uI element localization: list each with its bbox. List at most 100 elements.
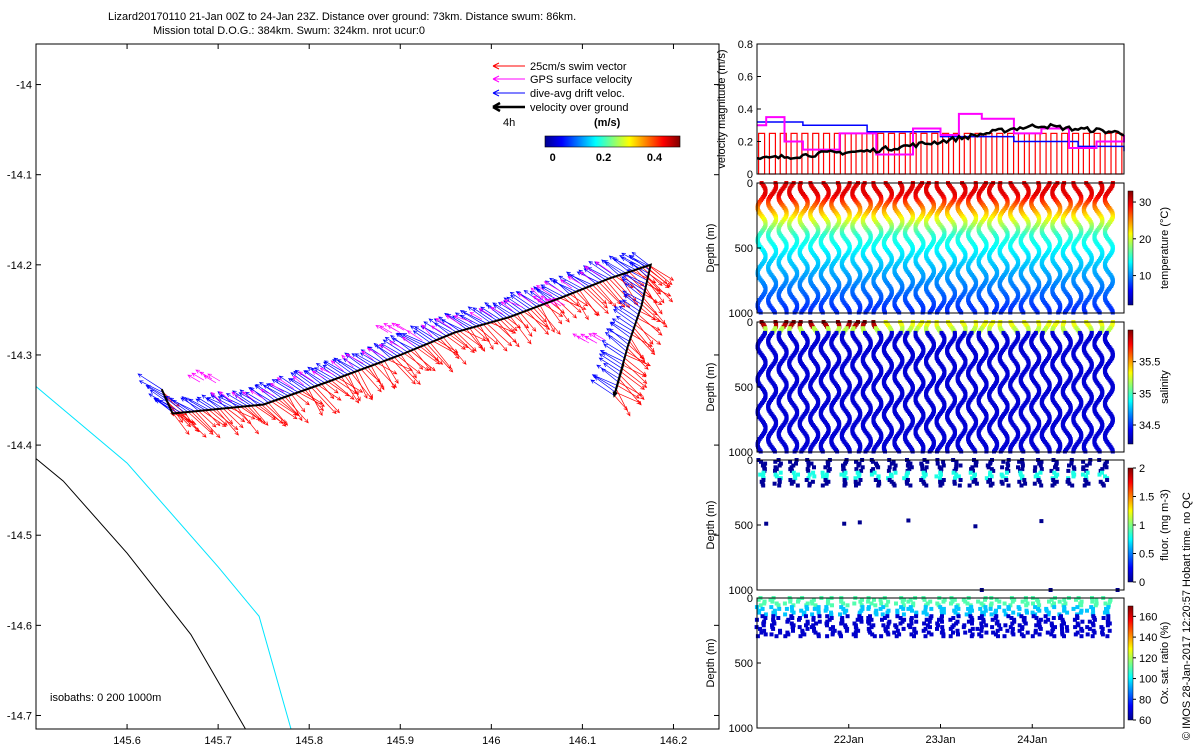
swim-vector-arrow: [191, 411, 214, 433]
legend-gps-label: GPS surface velocity: [530, 74, 633, 86]
swim-vector-arrow: [510, 316, 532, 345]
swim-vector-arrow: [483, 324, 508, 352]
gps-velocity-arrow: [241, 391, 254, 401]
temperature-ytick-label: 1000: [729, 308, 753, 320]
swim-vector-arrow: [271, 401, 298, 420]
map-xtick-label: 145.9: [387, 735, 415, 747]
header-line-1: Lizard20170110 21-Jan 00Z to 24-Jan 23Z.…: [108, 11, 577, 23]
drift-vector-arrow: [591, 374, 617, 390]
temperature-colorbar-tick-label: 10: [1139, 271, 1151, 283]
drift-vector-arrow: [492, 302, 514, 316]
swim-vector-arrow: [380, 361, 395, 390]
swim-vector-arrow: [236, 406, 260, 435]
velocity-ytick-label: 0.8: [738, 39, 753, 51]
drift-vector-arrow: [294, 369, 319, 386]
swim-vector-arrow: [569, 293, 589, 307]
swim-vector-arrow: [184, 412, 199, 433]
swim-vector-arrow: [539, 305, 555, 333]
temperature-colorbar-tick-label: 30: [1139, 197, 1151, 209]
swim-speed-bar: [985, 132, 993, 175]
gps-velocity-arrow: [292, 375, 304, 386]
legend-drift-label: dive-avg drift veloc.: [530, 88, 625, 100]
velocity-ytick-label: 0.4: [738, 104, 753, 116]
swim-speed-bar: [790, 132, 798, 175]
map-xtick-label: 146: [482, 735, 500, 747]
drift-vector-arrow: [618, 300, 639, 315]
gps-velocity-arrow: [345, 353, 364, 364]
drift-vector-arrow: [598, 357, 621, 372]
legend-swim-head: [492, 62, 500, 70]
swim-vector-arrow: [639, 310, 662, 322]
drift-vector-arrow: [628, 254, 650, 271]
swim-vector-arrow: [198, 410, 217, 428]
velocity-ytick-label: 0.2: [738, 137, 753, 149]
swim-vector-arrow: [314, 386, 340, 414]
map-xtick-label: 145.8: [295, 735, 323, 747]
drift-vector-arrow: [630, 262, 649, 278]
swim-vector-arrow: [357, 370, 373, 399]
swim-vector-arrow: [476, 326, 499, 345]
speed-colorbar-tick-label: 0.2: [596, 152, 611, 164]
swim-vector-arrow: [222, 408, 244, 429]
gps-velocity-arrow: [594, 261, 612, 273]
swim-vector-arrow: [615, 391, 642, 404]
swim-vector-arrow: [622, 364, 647, 378]
drift-vector-arrow: [472, 307, 494, 322]
drift-vector-arrow: [414, 326, 437, 341]
swim-vector-arrow: [247, 405, 266, 425]
gps-velocity-arrow: [210, 391, 222, 404]
swim-vector-arrow: [294, 393, 310, 406]
drift-vector-arrow: [310, 367, 332, 381]
drift-vector-arrow: [594, 376, 616, 393]
gps-velocity-arrow: [535, 284, 553, 296]
swim-vector-arrow: [649, 265, 675, 281]
swim-speed-bar: [1071, 132, 1080, 175]
swim-vector-arrow: [171, 411, 190, 436]
legend-swim-label: 25cm/s swim vector: [530, 61, 627, 73]
gps-velocity-arrow: [453, 315, 473, 323]
drift-vector-arrow: [428, 318, 450, 335]
swim-vector-arrow: [615, 388, 631, 417]
drift-vector-arrow: [314, 367, 335, 380]
drift-vector-arrow: [454, 312, 477, 327]
velocity-frame: [756, 43, 1125, 175]
swim-vector-arrow: [264, 403, 287, 424]
drift-vector-arrow: [558, 275, 584, 290]
swim-vector-arrow: [284, 396, 309, 424]
header-line-2: Mission total D.O.G.: 384km. Swum: 324km…: [153, 25, 426, 37]
drift-vector-arrow: [390, 335, 411, 351]
velocity-series: [756, 112, 1125, 175]
gps-velocity-arrow: [530, 287, 543, 300]
gps-velocity-arrow: [311, 370, 324, 379]
drift-vector-arrow: [201, 394, 220, 410]
drift-vector-arrow: [446, 313, 471, 329]
gps-velocity-arrow: [559, 279, 573, 289]
swim-speed-bar: [866, 132, 874, 175]
swim-vector-arrow: [623, 361, 648, 384]
swim-vector-arrow: [318, 384, 342, 401]
drift-vector-arrow: [145, 385, 167, 400]
velocity-ylabel: velocity magnitude (m/s): [716, 49, 728, 168]
drift-vector-arrow: [336, 359, 359, 372]
map-ytick-label: -14.7: [7, 710, 32, 722]
swim-vector-arrow: [614, 395, 628, 411]
drift-vector-arrow: [225, 393, 248, 407]
drift-vector-arrow: [624, 283, 644, 298]
swim-speed-bar: [855, 132, 863, 175]
gps-velocity-arrow: [430, 325, 443, 333]
drift-vector-arrow: [588, 261, 613, 278]
drift-vector-arrow: [375, 344, 395, 358]
gps-velocity-arrow: [584, 266, 602, 277]
swim-speed-bar: [1115, 132, 1123, 175]
gps-velocity-arrow: [592, 332, 606, 341]
swim-vector-arrow: [219, 408, 234, 425]
gps-velocity-arrow: [276, 377, 294, 389]
swim-vector-arrow: [347, 374, 361, 402]
gps-velocity-arrow: [298, 371, 314, 382]
map-ytick-label: -14.6: [7, 620, 32, 632]
isobath-0m: [35, 458, 246, 730]
swim-vector-arrow: [370, 365, 385, 391]
drift-vector-arrow: [590, 379, 615, 396]
drift-vector-arrow: [382, 339, 405, 354]
